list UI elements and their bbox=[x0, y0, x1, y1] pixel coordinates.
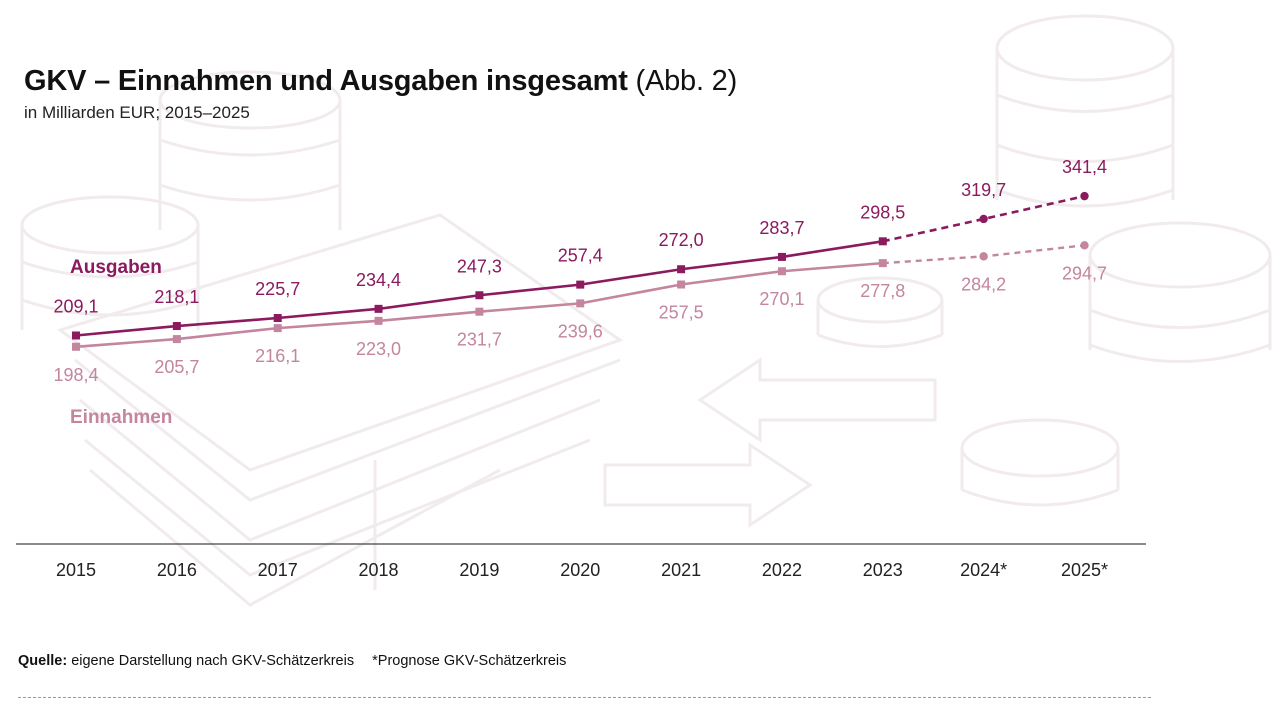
source-label: Quelle: bbox=[18, 653, 68, 669]
data-label-einnahmen: 198,4 bbox=[53, 365, 98, 385]
data-point-einnahmen bbox=[72, 342, 80, 351]
legend-ausgaben: Ausgaben bbox=[70, 257, 162, 278]
x-tick-label: 2025* bbox=[1061, 560, 1108, 580]
data-label-einnahmen: 294,7 bbox=[1062, 263, 1107, 283]
title-main: GKV – Einnahmen und Ausgaben insgesamt bbox=[24, 65, 628, 97]
data-label-ausgaben: 298,5 bbox=[860, 202, 905, 222]
data-point-ausgaben bbox=[374, 304, 383, 313]
data-point-ausgaben bbox=[677, 265, 686, 274]
data-label-einnahmen: 216,1 bbox=[255, 346, 300, 366]
data-point-einnahmen bbox=[878, 259, 887, 268]
forecast-point-ausgaben bbox=[1080, 191, 1089, 201]
legend-einnahmen: Einnahmen bbox=[70, 407, 172, 428]
x-tick-label: 2018 bbox=[359, 560, 399, 580]
data-point-einnahmen bbox=[576, 299, 585, 308]
data-label-ausgaben: 247,3 bbox=[457, 256, 502, 276]
data-point-ausgaben bbox=[172, 322, 181, 331]
data-point-einnahmen bbox=[677, 280, 686, 289]
data-label-ausgaben: 225,7 bbox=[255, 279, 300, 299]
data-label-ausgaben: 272,0 bbox=[659, 230, 704, 250]
footer: Quelle: eigene Darstellung nach GKV-Schä… bbox=[18, 653, 566, 669]
footer-divider bbox=[18, 697, 1151, 698]
data-label-einnahmen: 277,8 bbox=[860, 281, 905, 301]
x-tick-label: 2021 bbox=[661, 560, 701, 580]
data-label-einnahmen: 239,6 bbox=[558, 321, 603, 341]
page-subtitle: in Milliarden EUR; 2015–2025 bbox=[24, 103, 250, 122]
data-label-einnahmen: 205,7 bbox=[154, 357, 199, 377]
data-point-ausgaben bbox=[878, 237, 887, 246]
x-tick-label: 2020 bbox=[560, 560, 600, 580]
data-point-ausgaben bbox=[576, 280, 585, 289]
x-tick-label: 2024* bbox=[960, 560, 1007, 580]
data-label-einnahmen: 223,0 bbox=[356, 339, 401, 359]
x-tick-label: 2016 bbox=[157, 560, 197, 580]
x-tick-label: 2023 bbox=[863, 560, 903, 580]
x-tick-label: 2022 bbox=[762, 560, 802, 580]
x-tick-label: 2017 bbox=[258, 560, 298, 580]
data-label-einnahmen: 231,7 bbox=[457, 330, 502, 350]
x-tick-label: 2019 bbox=[459, 560, 499, 580]
data-point-einnahmen bbox=[172, 335, 181, 344]
data-label-ausgaben: 319,7 bbox=[961, 180, 1006, 200]
data-label-ausgaben: 218,1 bbox=[154, 287, 199, 307]
data-label-ausgaben: 341,4 bbox=[1062, 157, 1107, 177]
data-label-ausgaben: 209,1 bbox=[53, 297, 98, 317]
data-point-einnahmen bbox=[475, 307, 484, 316]
data-point-ausgaben bbox=[475, 291, 484, 300]
data-point-einnahmen bbox=[374, 316, 383, 325]
data-point-ausgaben bbox=[777, 252, 786, 261]
data-label-einnahmen: 257,5 bbox=[659, 303, 704, 323]
data-label-ausgaben: 257,4 bbox=[558, 246, 603, 266]
header: GKV – Einnahmen und Ausgaben insgesamt (… bbox=[24, 62, 737, 124]
series-forecast-line-ausgaben bbox=[882, 194, 1085, 243]
forecast-note: *Prognose GKV-Schätzerkreis bbox=[372, 653, 567, 669]
forecast-point-ausgaben bbox=[979, 214, 988, 224]
data-label-einnahmen: 270,1 bbox=[759, 289, 804, 309]
page-title: GKV – Einnahmen und Ausgaben insgesamt (… bbox=[24, 62, 737, 100]
data-label-einnahmen: 284,2 bbox=[961, 274, 1006, 294]
source-text: eigene Darstellung nach GKV-Schätzerkrei… bbox=[71, 653, 355, 669]
data-label-ausgaben: 234,4 bbox=[356, 270, 401, 290]
title-suffix: (Abb. 2) bbox=[635, 65, 738, 97]
forecast-point-einnahmen bbox=[979, 252, 988, 261]
data-point-ausgaben bbox=[273, 314, 282, 323]
data-point-ausgaben bbox=[72, 331, 80, 340]
forecast-point-einnahmen bbox=[1080, 241, 1089, 250]
x-tick-label: 2015 bbox=[56, 560, 96, 580]
data-label-ausgaben: 283,7 bbox=[759, 218, 804, 238]
data-point-einnahmen bbox=[777, 267, 786, 276]
data-point-einnahmen bbox=[273, 324, 282, 333]
